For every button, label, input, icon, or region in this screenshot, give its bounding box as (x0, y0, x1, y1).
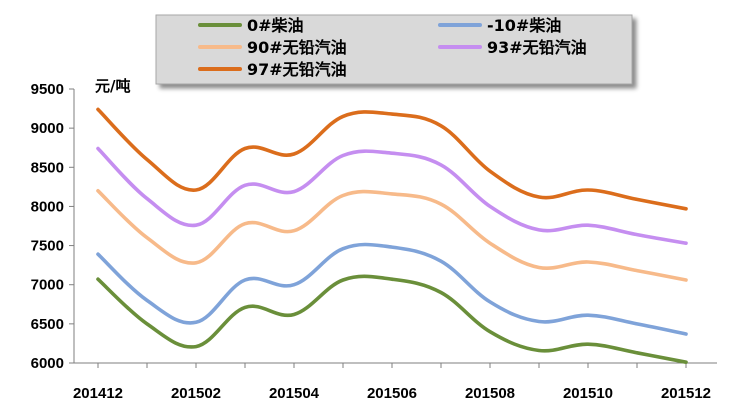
series-line-gasoline-93 (96, 146, 688, 245)
y-tick-label: 8000 (31, 198, 64, 215)
x-axis-ticks: 201412 201502 201504 201506 201508 201510 2015… (73, 363, 711, 402)
x-tick-label: 201412 (73, 385, 123, 402)
series-line-diesel-minus-10 (96, 242, 688, 336)
y-tick-label: 7000 (31, 277, 64, 294)
x-tick-label: 201510 (563, 385, 613, 402)
legend: 0#柴油 -10#柴油 90#无铅汽油 93#无铅汽油 97#无铅汽油 (155, 14, 633, 85)
y-axis-ticks: 9500 9000 8500 8000 7500 7000 6500 6000 (31, 81, 74, 372)
x-tick-label: 201504 (269, 385, 320, 402)
y-tick-label: 8500 (31, 159, 64, 176)
series-line-gasoline-90 (96, 189, 688, 282)
y-tick-label: 6000 (31, 355, 64, 372)
x-tick-label: 201512 (661, 385, 711, 402)
y-tick-label: 9000 (31, 120, 64, 137)
x-tick-label: 201508 (465, 385, 515, 402)
y-axis-unit-label: 元/吨 (95, 77, 130, 95)
legend-label-gasoline-93: 93#无铅汽油 (487, 38, 587, 57)
legend-items: 0#柴油 -10#柴油 90#无铅汽油 93#无铅汽油 97#无铅汽油 (198, 16, 587, 79)
x-tick-label: 201502 (171, 385, 221, 402)
series-line-diesel-0 (96, 274, 688, 364)
legend-label-gasoline-97: 97#无铅汽油 (247, 60, 347, 79)
legend-label-diesel-0: 0#柴油 (247, 16, 304, 35)
y-tick-label: 7500 (31, 238, 64, 255)
legend-label-diesel-minus-10: -10#柴油 (487, 16, 561, 35)
x-tick-label: 201506 (367, 385, 417, 402)
y-tick-label: 9500 (31, 81, 64, 98)
y-tick-label: 6500 (31, 316, 64, 333)
series-lines (96, 107, 688, 364)
series-line-gasoline-97 (96, 107, 688, 211)
legend-label-gasoline-90: 90#无铅汽油 (247, 38, 347, 57)
